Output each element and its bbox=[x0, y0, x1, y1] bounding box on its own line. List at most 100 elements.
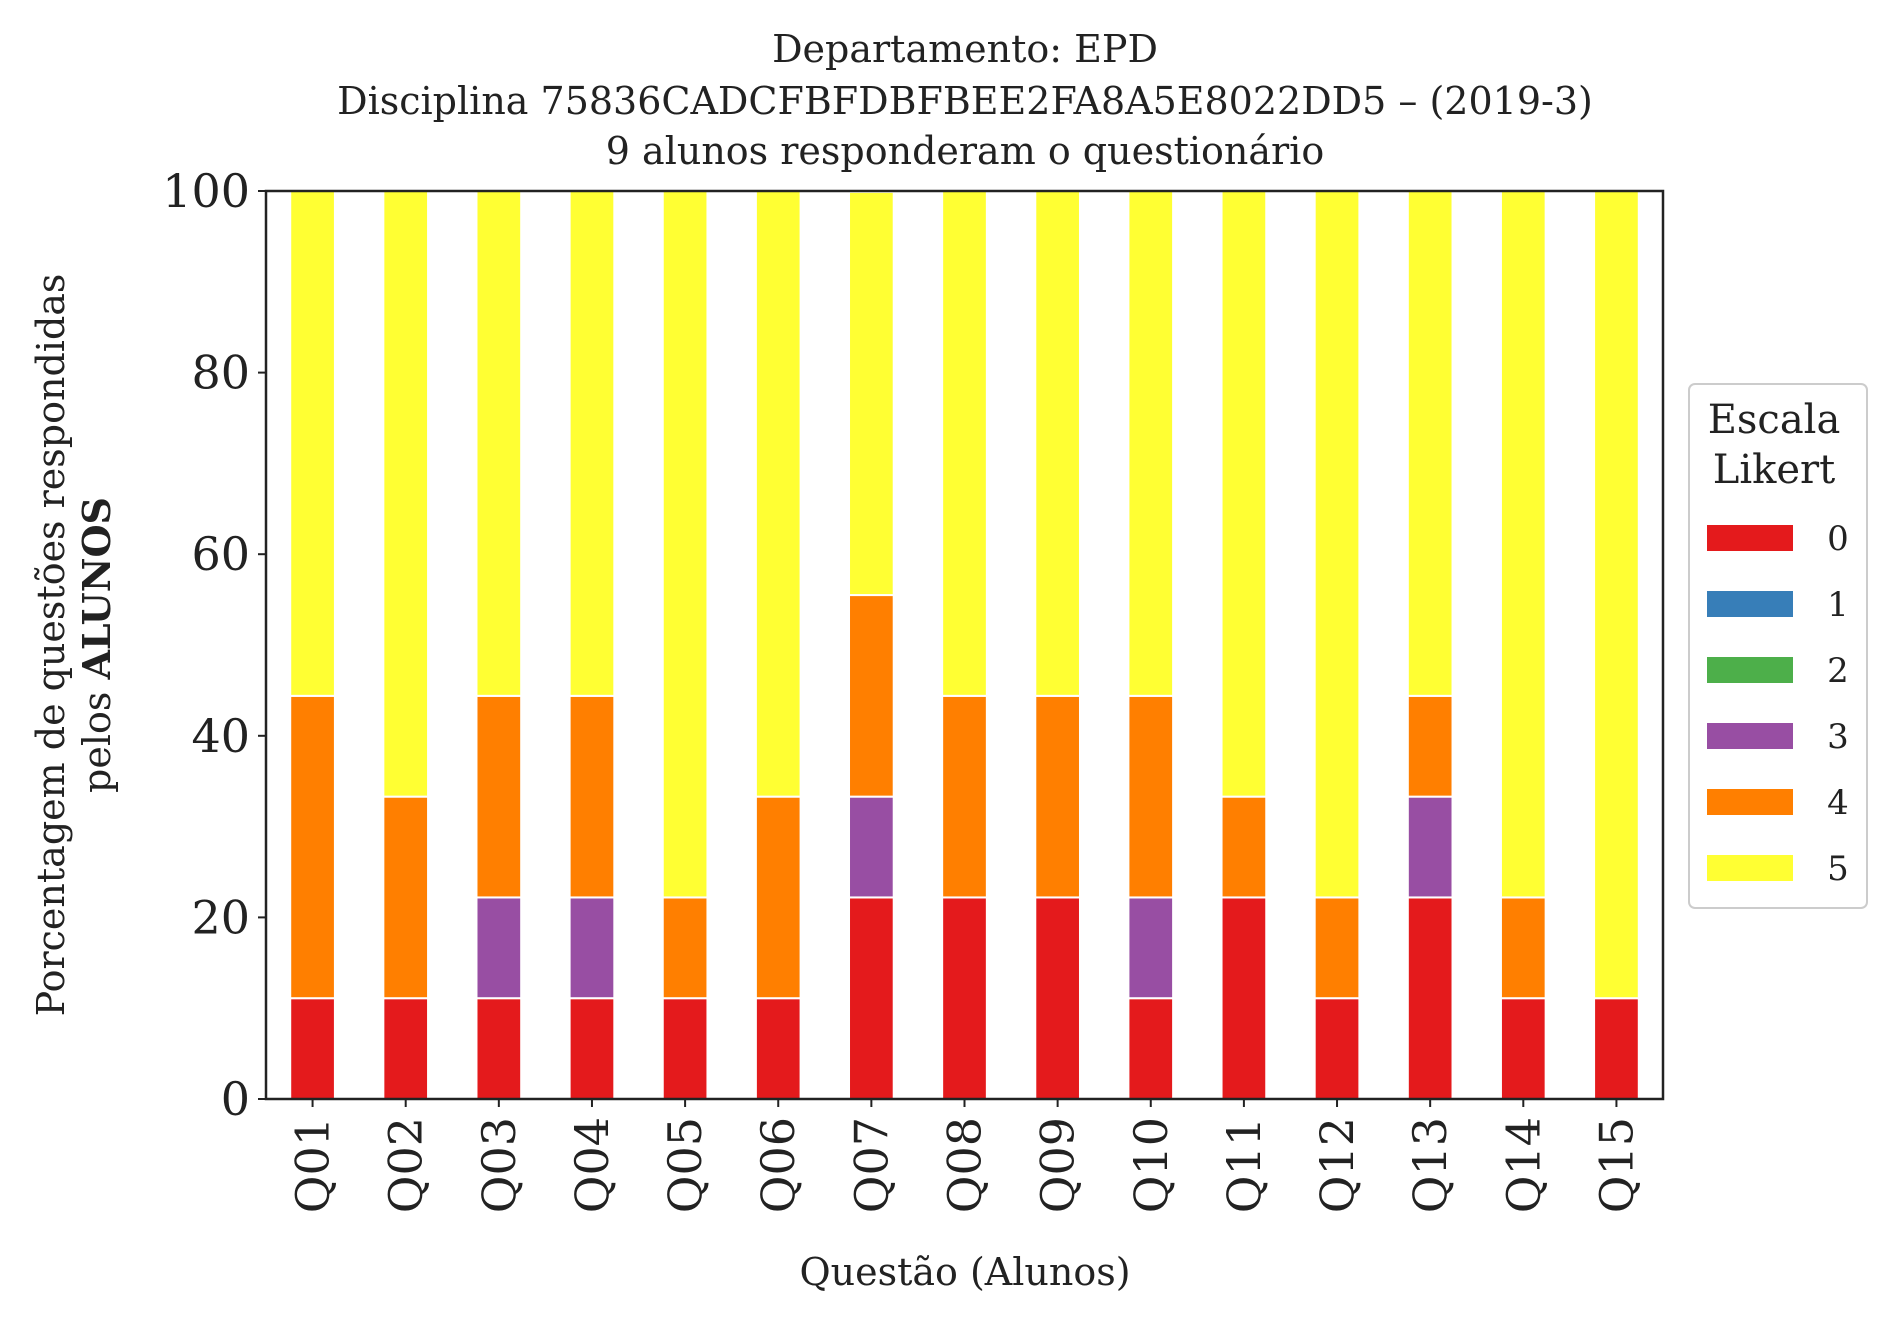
y-tick-label: 0 bbox=[221, 1072, 250, 1126]
bar-Q03-scale-3 bbox=[475, 896, 523, 1000]
bar-Q05-scale-4 bbox=[661, 896, 709, 1000]
y-axis-label-line-2: pelos ALUNOS bbox=[74, 497, 119, 793]
bar-Q14-scale-0 bbox=[1499, 997, 1547, 1100]
bar-Q10-scale-0 bbox=[1127, 997, 1175, 1100]
legend-label-0: 0 bbox=[1827, 519, 1849, 559]
bar-Q09-scale-5 bbox=[1034, 190, 1081, 697]
bar-Q02-scale-5 bbox=[382, 190, 430, 798]
x-tick-label: Q12 bbox=[1310, 1117, 1364, 1213]
x-tick-label: Q11 bbox=[1217, 1117, 1271, 1213]
x-axis-label: Questão (Alunos) bbox=[799, 1250, 1130, 1294]
x-tick-label: Q06 bbox=[751, 1117, 805, 1213]
bar-Q06-scale-5 bbox=[754, 190, 802, 798]
bar-Q14-scale-4 bbox=[1499, 896, 1547, 1000]
bar-Q07-scale-0 bbox=[848, 896, 895, 1101]
title-line-2: Disciplina 75836CADCFBFDBFBEE2FA8A5E8022… bbox=[337, 79, 1593, 123]
y-tick-label: 20 bbox=[191, 890, 250, 944]
title-line-3: 9 alunos responderam o questionário bbox=[606, 129, 1324, 173]
bar-Q03-scale-0 bbox=[475, 997, 523, 1100]
chart-title: Departamento: EPD Disciplina 75836CADCFB… bbox=[337, 27, 1593, 173]
bar-Q15-scale-0 bbox=[1593, 997, 1640, 1100]
bar-Q12-scale-0 bbox=[1313, 997, 1361, 1100]
legend-title-line-1: Escala bbox=[1708, 397, 1841, 443]
bar-Q09-scale-4 bbox=[1034, 694, 1081, 899]
legend-swatch-3 bbox=[1707, 723, 1793, 749]
bar-Q03-scale-5 bbox=[475, 190, 523, 697]
x-tick-label: Q05 bbox=[658, 1117, 712, 1213]
x-tick-label: Q15 bbox=[1589, 1117, 1643, 1213]
x-tick-label: Q14 bbox=[1496, 1117, 1550, 1213]
legend-swatch-1 bbox=[1707, 591, 1793, 617]
legend-label-1: 1 bbox=[1827, 585, 1849, 625]
bar-Q13-scale-4 bbox=[1406, 694, 1454, 798]
y-axis-label-bold: ALUNOS bbox=[74, 497, 119, 681]
x-tick-label: Q07 bbox=[844, 1117, 898, 1213]
bar-Q11-scale-0 bbox=[1220, 896, 1268, 1101]
bar-Q05-scale-5 bbox=[661, 190, 709, 899]
bar-Q12-scale-5 bbox=[1313, 190, 1361, 899]
legend: Escala Likert 0 1 2 3 4 5 bbox=[1688, 383, 1868, 909]
bar-Q13-scale-3 bbox=[1406, 795, 1454, 899]
bar-Q11-scale-4 bbox=[1220, 795, 1268, 899]
y-axis-label-prefix: pelos bbox=[75, 680, 119, 793]
legend-frame bbox=[1688, 383, 1868, 909]
x-tick-label: Q08 bbox=[938, 1117, 992, 1213]
legend-label-5: 5 bbox=[1827, 849, 1849, 889]
bars-group bbox=[289, 190, 1640, 1101]
legend-swatch-2 bbox=[1707, 657, 1793, 683]
bar-Q10-scale-3 bbox=[1127, 896, 1175, 1000]
bar-Q08-scale-5 bbox=[941, 190, 988, 697]
bar-Q08-scale-4 bbox=[941, 694, 988, 899]
x-tick-label: Q04 bbox=[565, 1117, 619, 1213]
bar-Q01-scale-4 bbox=[289, 694, 336, 1000]
y-axis-label: Porcentagem de questões respondidas pelo… bbox=[29, 274, 119, 1017]
y-tick-label: 60 bbox=[191, 527, 250, 581]
bar-Q07-scale-5 bbox=[848, 190, 895, 597]
bar-Q14-scale-5 bbox=[1499, 190, 1547, 899]
bar-Q07-scale-4 bbox=[848, 594, 895, 798]
bar-Q03-scale-4 bbox=[475, 694, 523, 899]
bar-Q02-scale-0 bbox=[382, 997, 430, 1100]
bar-Q08-scale-0 bbox=[941, 896, 988, 1101]
y-tick-label: 80 bbox=[191, 346, 250, 400]
bar-Q10-scale-5 bbox=[1127, 190, 1175, 697]
bar-Q05-scale-0 bbox=[661, 997, 709, 1100]
bar-Q07-scale-3 bbox=[848, 795, 895, 899]
title-line-1: Departamento: EPD bbox=[772, 27, 1158, 71]
bar-Q01-scale-0 bbox=[289, 997, 336, 1100]
x-tick-label: Q01 bbox=[286, 1117, 340, 1213]
x-tick-label: Q13 bbox=[1403, 1117, 1457, 1213]
legend-label-2: 2 bbox=[1827, 651, 1849, 691]
y-tick-label: 100 bbox=[162, 164, 250, 218]
bar-Q13-scale-0 bbox=[1406, 896, 1454, 1101]
x-tick-label: Q09 bbox=[1031, 1117, 1085, 1213]
bar-Q04-scale-3 bbox=[568, 896, 616, 1000]
bar-Q06-scale-0 bbox=[754, 997, 802, 1100]
y-axis-label-line-1: Porcentagem de questões respondidas bbox=[29, 274, 73, 1017]
legend-swatch-0 bbox=[1707, 525, 1793, 551]
bar-Q12-scale-4 bbox=[1313, 896, 1361, 1000]
bar-Q06-scale-4 bbox=[754, 795, 802, 1000]
bar-Q04-scale-0 bbox=[568, 997, 616, 1100]
legend-label-4: 4 bbox=[1827, 783, 1849, 823]
x-tick-label: Q10 bbox=[1124, 1117, 1178, 1213]
bar-Q15-scale-5 bbox=[1593, 190, 1640, 1000]
x-tick-label: Q03 bbox=[472, 1117, 526, 1213]
legend-swatch-5 bbox=[1707, 855, 1793, 881]
x-tick-label: Q02 bbox=[379, 1117, 433, 1213]
bar-Q02-scale-4 bbox=[382, 795, 430, 1000]
bar-Q09-scale-0 bbox=[1034, 896, 1081, 1101]
bar-Q04-scale-4 bbox=[568, 694, 616, 899]
y-tick-label: 40 bbox=[191, 709, 250, 763]
legend-items: 0 1 2 3 4 5 bbox=[1707, 519, 1849, 889]
bar-Q01-scale-5 bbox=[289, 190, 336, 697]
bar-Q11-scale-5 bbox=[1220, 190, 1268, 798]
legend-swatch-4 bbox=[1707, 789, 1793, 815]
legend-title-line-2: Likert bbox=[1713, 447, 1835, 493]
x-axis-ticks: Q01 Q02 Q03 Q04 Q05 Q06 Q07 Q08 Q09 Q10 Q11 Q12 Q13 Q… bbox=[286, 1099, 1643, 1213]
bar-Q10-scale-4 bbox=[1127, 694, 1175, 899]
legend-label-3: 3 bbox=[1827, 717, 1849, 757]
bar-Q04-scale-5 bbox=[568, 190, 616, 697]
bar-Q13-scale-5 bbox=[1406, 190, 1454, 697]
